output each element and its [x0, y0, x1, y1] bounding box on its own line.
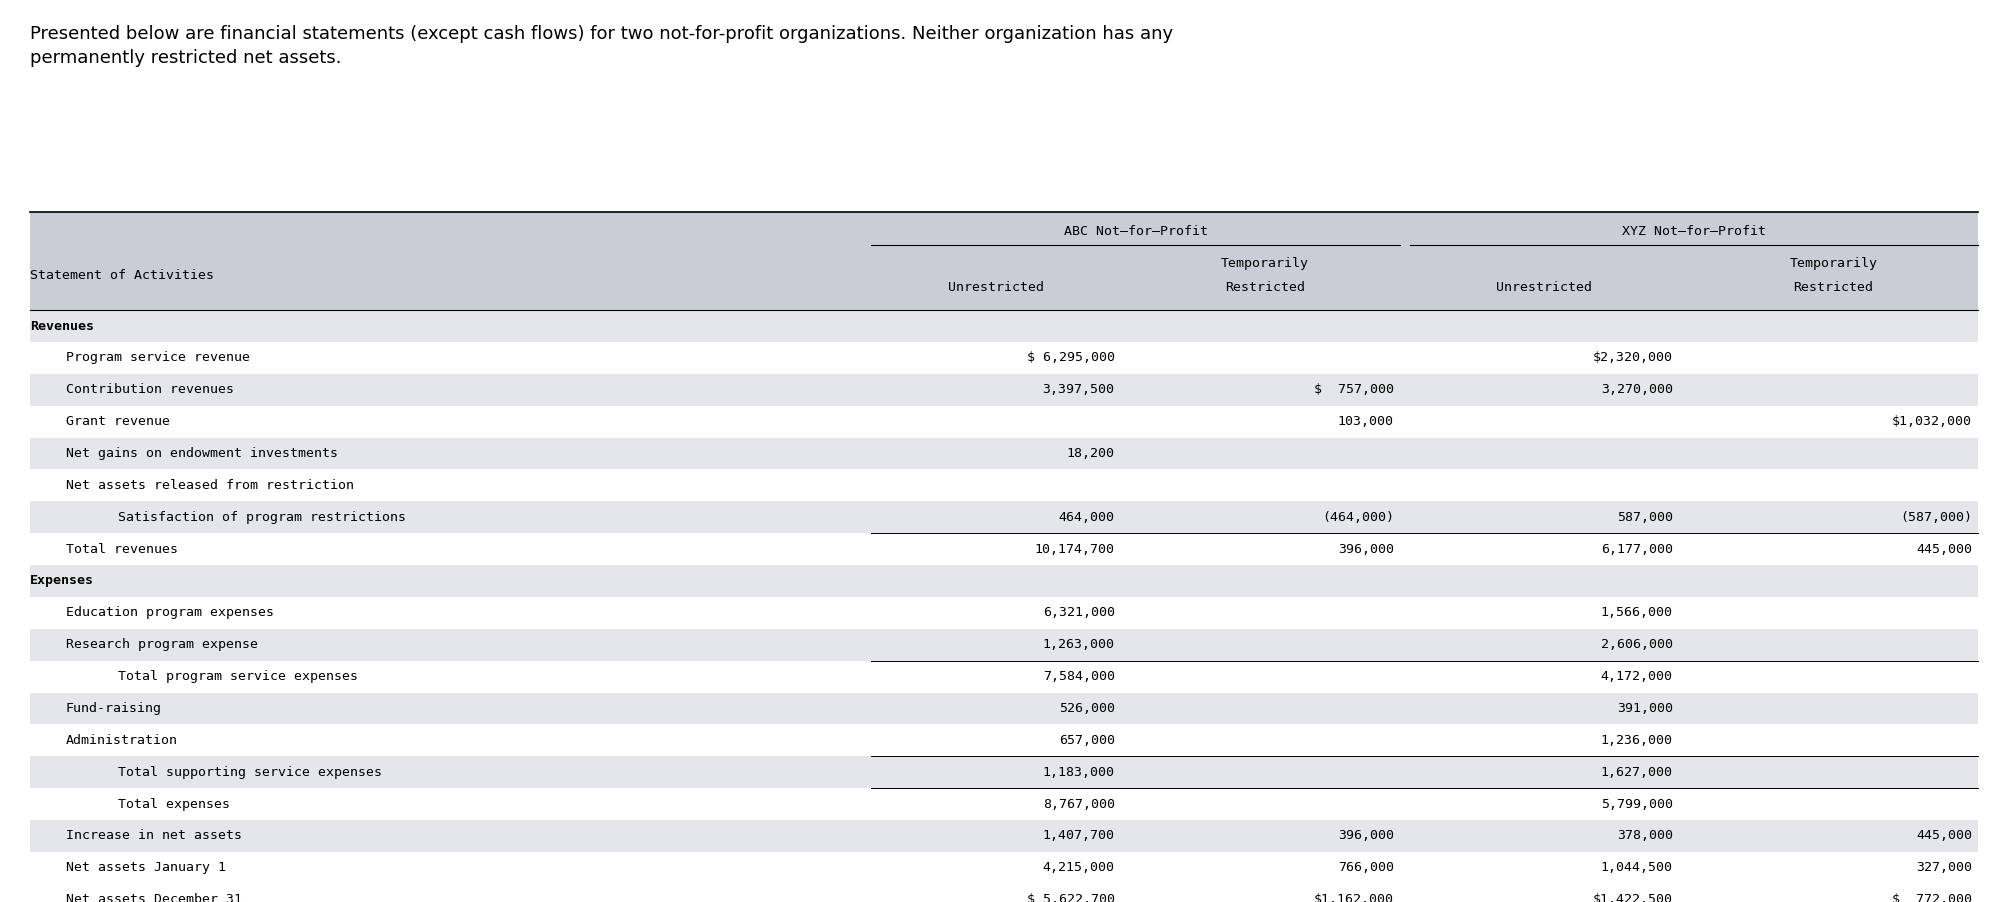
Text: ABC Not–for–Profit: ABC Not–for–Profit	[1063, 225, 1207, 237]
Text: Temporarily: Temporarily	[1221, 257, 1309, 270]
Text: 5,799,000: 5,799,000	[1602, 797, 1674, 811]
Text: 766,000: 766,000	[1337, 861, 1393, 874]
Text: 3,270,000: 3,270,000	[1602, 383, 1674, 396]
Text: 4,215,000: 4,215,000	[1043, 861, 1115, 874]
Text: (587,000): (587,000)	[1900, 511, 1972, 524]
Text: 327,000: 327,000	[1916, 861, 1972, 874]
Text: Temporarily: Temporarily	[1790, 257, 1878, 270]
Bar	[30, 724, 1978, 756]
Text: Presented below are financial statements (except cash flows) for two not-for-pro: Presented below are financial statements…	[30, 25, 1173, 67]
Bar	[30, 342, 1978, 373]
Text: Program service revenue: Program service revenue	[66, 352, 250, 364]
Text: Total program service expenses: Total program service expenses	[102, 670, 358, 683]
Bar	[30, 310, 1978, 342]
Text: Total supporting service expenses: Total supporting service expenses	[102, 766, 382, 778]
Bar	[30, 565, 1978, 597]
Bar	[30, 884, 1978, 902]
Text: Revenues: Revenues	[30, 319, 94, 333]
Text: 445,000: 445,000	[1916, 543, 1972, 556]
Text: 391,000: 391,000	[1618, 702, 1674, 715]
Text: 396,000: 396,000	[1337, 543, 1393, 556]
Text: 1,566,000: 1,566,000	[1602, 606, 1674, 620]
Text: 6,321,000: 6,321,000	[1043, 606, 1115, 620]
Text: 3,397,500: 3,397,500	[1043, 383, 1115, 396]
Text: Grant revenue: Grant revenue	[66, 415, 170, 428]
Bar	[30, 788, 1978, 820]
Text: 18,200: 18,200	[1067, 447, 1115, 460]
Text: 445,000: 445,000	[1916, 830, 1972, 842]
Text: $ 6,295,000: $ 6,295,000	[1027, 352, 1115, 364]
Text: Net assets January 1: Net assets January 1	[66, 861, 226, 874]
Text: 1,263,000: 1,263,000	[1043, 639, 1115, 651]
Bar	[30, 756, 1978, 788]
Text: 1,407,700: 1,407,700	[1043, 830, 1115, 842]
Text: Increase in net assets: Increase in net assets	[66, 830, 242, 842]
Text: 378,000: 378,000	[1618, 830, 1674, 842]
Text: Fund-raising: Fund-raising	[66, 702, 162, 715]
Bar	[30, 820, 1978, 851]
Bar	[30, 693, 1978, 724]
Text: $1,422,500: $1,422,500	[1594, 893, 1674, 902]
Text: 8,767,000: 8,767,000	[1043, 797, 1115, 811]
Text: 7,584,000: 7,584,000	[1043, 670, 1115, 683]
Text: 1,627,000: 1,627,000	[1602, 766, 1674, 778]
Text: $1,032,000: $1,032,000	[1892, 415, 1972, 428]
Text: 464,000: 464,000	[1059, 511, 1115, 524]
Bar	[30, 629, 1978, 660]
Text: Education program expenses: Education program expenses	[66, 606, 274, 620]
Text: $2,320,000: $2,320,000	[1594, 352, 1674, 364]
Text: 4,172,000: 4,172,000	[1602, 670, 1674, 683]
Text: 103,000: 103,000	[1337, 415, 1393, 428]
Text: 1,044,500: 1,044,500	[1602, 861, 1674, 874]
Text: 10,174,700: 10,174,700	[1035, 543, 1115, 556]
Bar	[30, 597, 1978, 629]
Text: Administration: Administration	[66, 734, 178, 747]
Text: 6,177,000: 6,177,000	[1602, 543, 1674, 556]
Text: Restricted: Restricted	[1794, 281, 1874, 294]
Bar	[30, 660, 1978, 693]
Bar	[30, 406, 1978, 437]
Text: $ 5,622,700: $ 5,622,700	[1027, 893, 1115, 902]
Text: $  772,000: $ 772,000	[1892, 893, 1972, 902]
Text: 396,000: 396,000	[1337, 830, 1393, 842]
Text: Statement of Activities: Statement of Activities	[30, 269, 214, 281]
Bar	[30, 437, 1978, 469]
Text: Net assets released from restriction: Net assets released from restriction	[66, 479, 354, 492]
Text: 1,183,000: 1,183,000	[1043, 766, 1115, 778]
Text: Net assets December 31: Net assets December 31	[66, 893, 242, 902]
Bar	[30, 851, 1978, 884]
Text: Net gains on endowment investments: Net gains on endowment investments	[66, 447, 338, 460]
Text: 2,606,000: 2,606,000	[1602, 639, 1674, 651]
Text: Total revenues: Total revenues	[66, 543, 178, 556]
Bar	[30, 502, 1978, 533]
Bar	[30, 373, 1978, 406]
Text: 526,000: 526,000	[1059, 702, 1115, 715]
Text: 587,000: 587,000	[1618, 511, 1674, 524]
Bar	[30, 533, 1978, 565]
Text: (464,000): (464,000)	[1321, 511, 1393, 524]
Text: 657,000: 657,000	[1059, 734, 1115, 747]
Text: Restricted: Restricted	[1225, 281, 1305, 294]
Text: Unrestricted: Unrestricted	[1495, 281, 1592, 294]
Text: XYZ Not–for–Profit: XYZ Not–for–Profit	[1622, 225, 1766, 237]
Bar	[30, 469, 1978, 502]
Text: 1,236,000: 1,236,000	[1602, 734, 1674, 747]
Text: Contribution revenues: Contribution revenues	[66, 383, 234, 396]
Text: Expenses: Expenses	[30, 575, 94, 587]
Text: $  757,000: $ 757,000	[1313, 383, 1393, 396]
Text: $1,162,000: $1,162,000	[1313, 893, 1393, 902]
Text: Unrestricted: Unrestricted	[949, 281, 1043, 294]
Text: Research program expense: Research program expense	[66, 639, 258, 651]
Text: Total expenses: Total expenses	[102, 797, 230, 811]
Text: Satisfaction of program restrictions: Satisfaction of program restrictions	[102, 511, 406, 524]
